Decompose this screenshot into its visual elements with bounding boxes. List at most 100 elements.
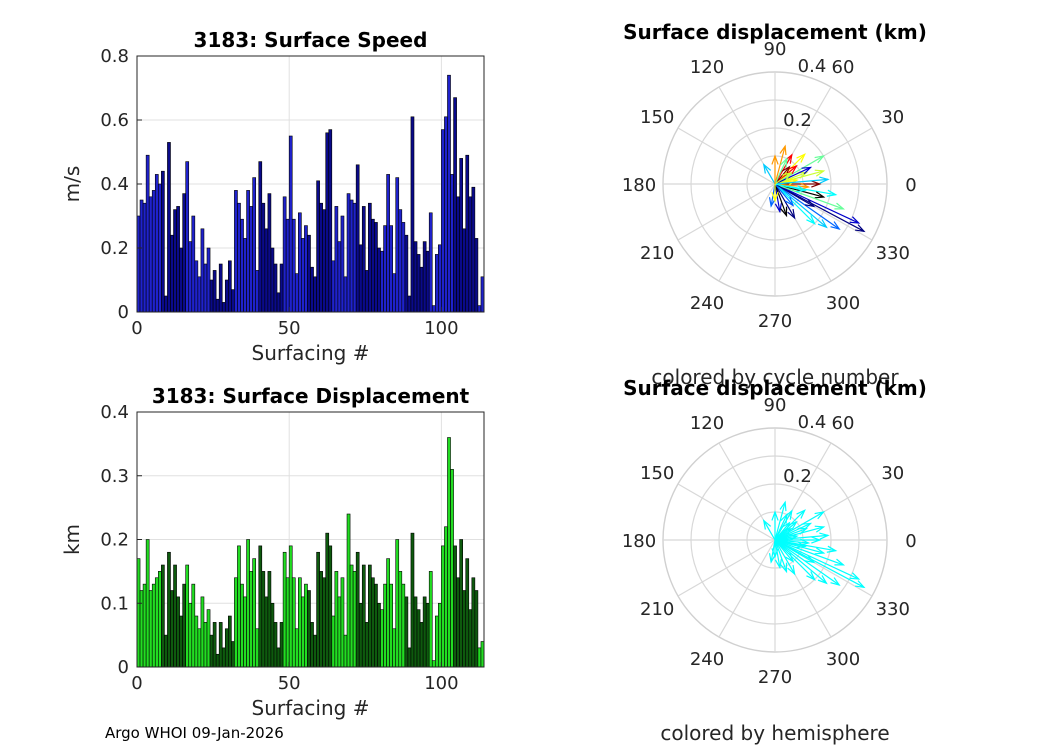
bar	[228, 615, 232, 668]
bar	[221, 302, 226, 313]
vector-arrowhead	[817, 575, 828, 585]
bar	[188, 602, 193, 668]
displacement-vector	[774, 539, 816, 581]
bar	[425, 602, 430, 668]
bar	[234, 577, 238, 668]
y-tick-label: 0.1	[100, 593, 129, 614]
bar	[349, 564, 354, 668]
polar-spoke	[677, 127, 776, 185]
bar	[282, 196, 287, 313]
chart-title: 3183: Surface Speed	[194, 28, 428, 52]
bar	[237, 545, 241, 668]
bar	[410, 116, 415, 313]
bar	[471, 186, 476, 313]
bar	[218, 622, 223, 668]
polar-angle-label: 210	[640, 599, 674, 620]
polar-angle-label: 210	[640, 243, 674, 264]
vector-arrowhead	[774, 202, 783, 214]
bar	[456, 577, 460, 668]
vector-arrowhead	[830, 221, 841, 230]
displacement-vector	[774, 183, 794, 206]
vector-arrowhead	[771, 192, 779, 203]
bar	[441, 129, 445, 313]
vector-arrowhead	[811, 180, 822, 188]
vector-arrowhead	[768, 197, 777, 208]
vector-arrowhead	[804, 555, 816, 564]
bar	[374, 222, 378, 313]
vector-arrowhead	[780, 206, 788, 218]
bar	[349, 199, 354, 313]
bar	[142, 202, 147, 313]
displacement-vector	[774, 539, 844, 566]
polar-angle-label: 120	[690, 57, 724, 78]
displacement-vector	[774, 183, 809, 188]
displacement-vector	[774, 522, 811, 541]
bar	[401, 222, 406, 313]
bar	[194, 615, 199, 668]
bar	[194, 260, 199, 313]
bar	[404, 596, 409, 668]
bar	[249, 571, 253, 668]
bar	[298, 212, 302, 313]
bar	[340, 215, 345, 313]
x-tick-label: 50	[278, 318, 301, 339]
displacement-vector	[774, 145, 786, 185]
bar	[361, 206, 366, 313]
bar	[273, 622, 278, 668]
bar	[465, 558, 470, 668]
bar	[255, 270, 260, 313]
vector-arrowhead	[814, 525, 826, 533]
bar	[167, 551, 171, 668]
x-tick-label: 50	[278, 673, 301, 694]
bar	[377, 247, 381, 313]
vector-arrowhead	[771, 154, 779, 165]
bar	[203, 263, 208, 313]
displacement-vector	[774, 183, 806, 191]
vector-arrowhead	[782, 171, 793, 181]
bar	[191, 583, 196, 668]
bar	[398, 571, 403, 668]
bar	[161, 564, 165, 668]
bar	[334, 571, 339, 668]
vector-arrowhead	[787, 564, 796, 576]
bar	[145, 539, 150, 668]
bar	[331, 260, 336, 313]
bar	[364, 622, 369, 668]
bar	[304, 583, 308, 668]
polar-angle-label: 30	[881, 107, 904, 128]
vector-arrowhead	[796, 509, 806, 519]
displacement-vector	[774, 166, 790, 185]
bar	[389, 583, 393, 668]
bar	[221, 647, 226, 668]
bar	[395, 539, 400, 668]
bar	[456, 196, 460, 313]
bar	[404, 234, 409, 313]
displacement-vector	[774, 183, 827, 228]
bar	[477, 305, 482, 313]
polar-angle-label: 180	[622, 531, 656, 552]
displacement-vector	[774, 539, 806, 547]
bar	[246, 539, 250, 668]
polar-angle-label: 90	[764, 395, 787, 416]
polar-angle-label: 90	[764, 39, 787, 60]
bar	[334, 206, 339, 313]
bar	[358, 602, 363, 668]
bar	[185, 161, 190, 313]
vector-arrowhead	[779, 144, 787, 156]
bar	[304, 225, 308, 313]
vector-arrowhead	[774, 558, 783, 570]
displacement-vector	[774, 526, 824, 541]
bar	[328, 545, 333, 668]
displacement-vector	[763, 164, 776, 185]
bar	[179, 247, 183, 313]
bar	[173, 564, 177, 668]
x-tick-label: 100	[424, 318, 458, 339]
vector-arrowhead	[801, 522, 813, 531]
bar	[151, 190, 156, 313]
bar	[392, 628, 397, 668]
bar	[316, 180, 320, 313]
x-axis-label: Surfacing #	[252, 696, 370, 720]
bar	[468, 196, 473, 313]
displacement-vector	[774, 155, 824, 185]
polar-radius-label: 0.2	[783, 110, 812, 131]
